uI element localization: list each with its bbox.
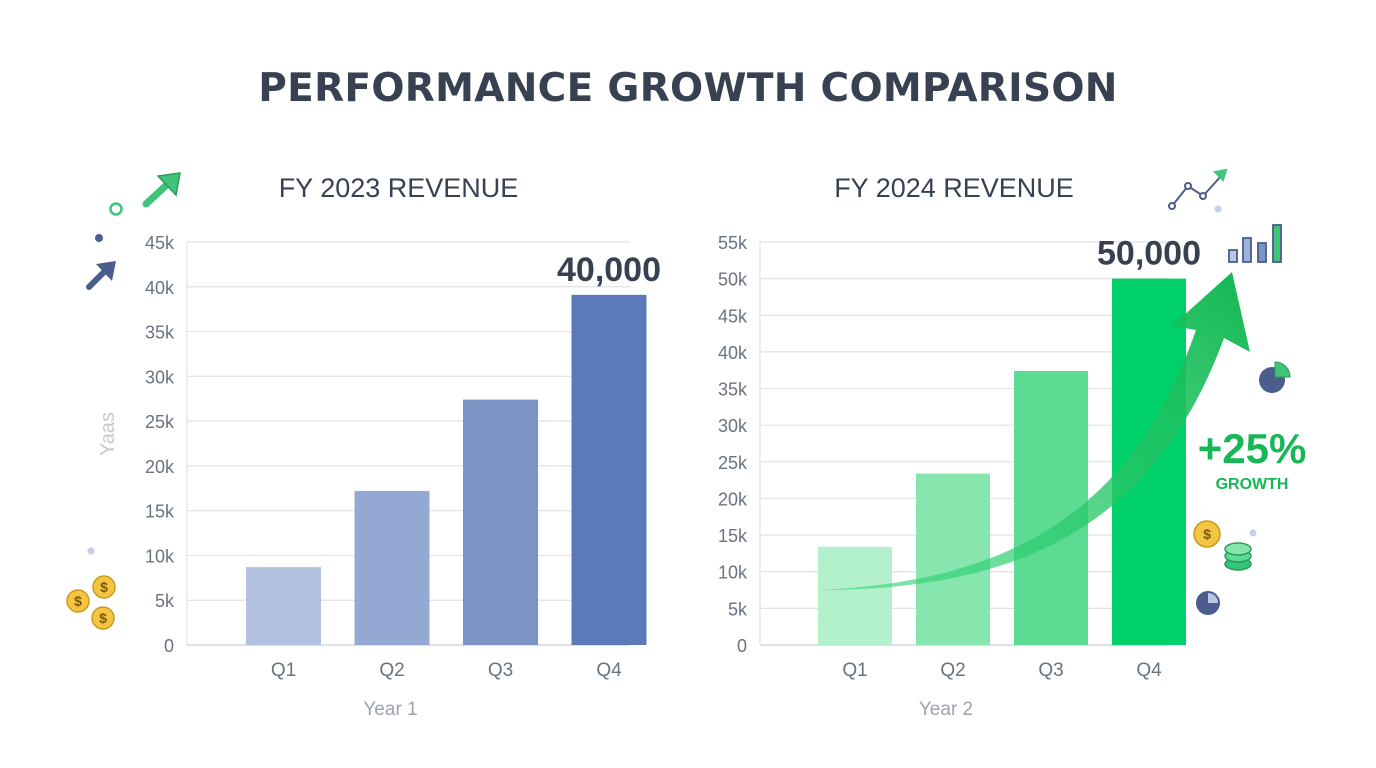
chart-title: FY 2023 REVENUE	[279, 173, 519, 203]
x-tick-label: Q3	[1038, 660, 1063, 681]
y-tick-label: 20k	[145, 457, 175, 477]
y-tick-label: 30k	[145, 367, 175, 387]
bar-q2	[354, 490, 430, 645]
svg-text:$: $	[1203, 526, 1211, 542]
y-tick-label: 40k	[718, 343, 748, 363]
dot-icon	[87, 547, 95, 555]
coin-stack-icon: $	[1193, 520, 1252, 571]
bar-q3	[463, 399, 538, 645]
data-label-highlight: 40,000	[557, 251, 661, 289]
x-tick-label: Q4	[596, 660, 622, 681]
y-tick-label: 5k	[155, 591, 175, 611]
svg-text:$: $	[99, 610, 107, 626]
bar-q3	[1014, 370, 1088, 645]
y-tick-label: 5k	[728, 599, 748, 619]
y-tick-label: 25k	[145, 412, 175, 432]
x-tick-label: Q1	[271, 660, 296, 681]
x-axis-label: Year 1	[363, 699, 417, 720]
pie-chart-icon	[1196, 591, 1220, 615]
pie-chart-icon	[1259, 361, 1291, 393]
dot-icon	[109, 202, 123, 216]
x-tick-label: Q3	[488, 660, 513, 681]
dot-icon	[1214, 205, 1222, 213]
y-tick-label: 15k	[145, 502, 175, 522]
y-tick-label: 50k	[718, 270, 748, 290]
growth-label: GROWTH	[1216, 476, 1289, 493]
line-trend-icon	[1168, 168, 1228, 210]
y-axis-label: Yaas	[97, 412, 119, 456]
svg-text:$: $	[100, 579, 108, 595]
y-tick-label: 15k	[718, 526, 748, 546]
chart-fy2024: FY 2024 REVENUE 0 5k 10k 15k 20k 25k 30k 35k 40k 4…	[718, 173, 1201, 720]
y-tick-label: 10k	[145, 546, 175, 566]
y-tick-label: 30k	[718, 416, 748, 436]
data-label-highlight: 50,000	[1097, 235, 1201, 273]
trend-up-arrow-icon	[86, 261, 116, 290]
x-tick-label: Q1	[842, 660, 867, 681]
x-tick-label: Q4	[1136, 660, 1162, 681]
bar-q2	[916, 473, 990, 645]
chart-title: FY 2024 REVENUE	[834, 173, 1074, 203]
y-tick-label: 20k	[718, 489, 748, 509]
page-title: PERFORMANCE GROWTH COMPARISON	[258, 66, 1118, 111]
y-tick-label: 35k	[718, 380, 748, 400]
y-tick-label: 25k	[718, 453, 748, 473]
bar-q1	[246, 567, 321, 645]
y-tick-label: 45k	[718, 306, 748, 326]
trend-up-arrow-icon	[142, 172, 181, 208]
growth-arrow	[818, 272, 1250, 590]
y-tick-label: 55k	[718, 233, 748, 253]
y-tick-label: 0	[164, 636, 174, 656]
chart-fy2023: FY 2023 REVENUE 0 5k 10k 15k 20k 25k 30k 35k 40k 4…	[97, 173, 661, 720]
x-tick-label: Q2	[379, 660, 404, 681]
y-tick-label: 10k	[718, 563, 748, 583]
y-tick-label: 40k	[145, 278, 175, 298]
y-tick-label: 35k	[145, 323, 175, 343]
y-tick-label: 45k	[145, 233, 175, 253]
coins-icon: $ $ $	[66, 575, 116, 630]
bar-q1	[818, 546, 892, 645]
x-axis-label: Year 2	[919, 699, 973, 720]
svg-text:$: $	[74, 593, 82, 609]
growth-value: +25%	[1198, 425, 1307, 472]
dot-icon	[1249, 529, 1257, 537]
y-tick-label: 0	[737, 636, 747, 656]
x-tick-label: Q2	[940, 660, 965, 681]
bar-q4	[571, 294, 647, 645]
bar-chart-icon	[1228, 224, 1282, 263]
dot-icon	[95, 234, 103, 242]
